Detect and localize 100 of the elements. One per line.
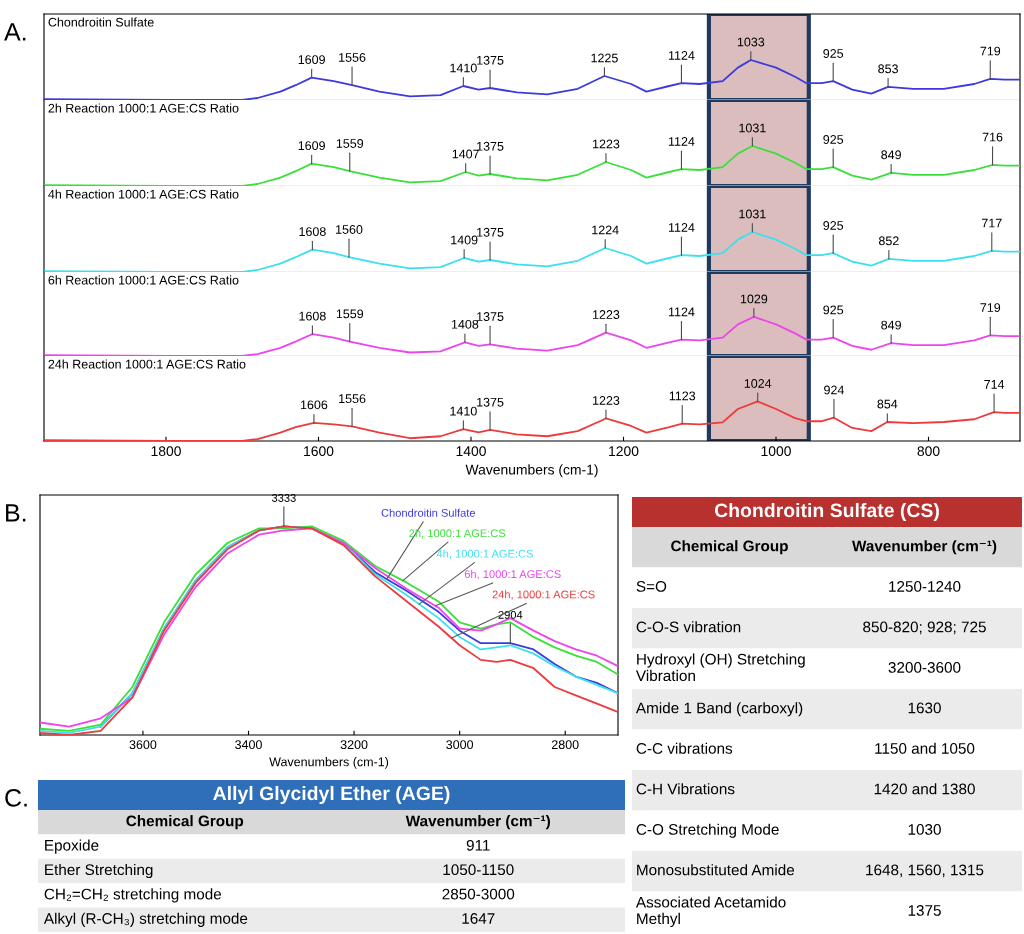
chart-title: 24h Reaction 1000:1 AGE:CS Ratio (48, 359, 246, 369)
annotation: 1375 (477, 55, 504, 65)
annotation: 852 (878, 236, 899, 246)
text: 1050-1150 (443, 864, 514, 876)
annotation: 1124 (668, 223, 695, 232)
text: Epoxide (45, 839, 99, 854)
text: Amide 1 Band (carboxyl) (635, 702, 803, 717)
annotation: 1375 (477, 227, 504, 237)
text: Allyl Glycidyl Ether (AGE) (213, 785, 450, 805)
annotation: 1608 (299, 311, 326, 321)
text: 1648, 1560, 1315 (866, 864, 984, 878)
text: C-O-S vibration (636, 621, 741, 633)
annotation: 1606 (300, 400, 328, 410)
annotation: 1225 (591, 53, 618, 63)
text: 1375 (908, 905, 941, 916)
annotation: 1375 (477, 312, 504, 321)
annotation: 1609 (298, 141, 325, 151)
x-tick-label: 1000 (761, 446, 791, 457)
annotation: 849 (881, 320, 901, 330)
annotation: 924 (824, 385, 845, 395)
text: Hydroxyl (OH) Stretching Vibration (635, 653, 805, 682)
annotation: 1409 (451, 235, 478, 245)
x-tick-label: 800 (917, 446, 940, 457)
annotation: 1559 (336, 309, 364, 319)
annotation: 719 (980, 46, 1001, 56)
annotation: 925 (823, 221, 844, 230)
annotation: 1407 (452, 149, 479, 159)
annotation: 1224 (592, 225, 619, 235)
annotation: 717 (982, 218, 1002, 228)
x-tick-label: 1400 (456, 446, 486, 457)
x-tick-label: 3200 (340, 740, 368, 750)
text: CH₂=CH₂ stretching mode (44, 888, 222, 903)
text: 911 (466, 839, 490, 851)
annotation: 3333 (271, 494, 296, 502)
annotation: 849 (881, 150, 901, 160)
annotation: 1410 (450, 406, 477, 416)
annotation: 1556 (339, 394, 366, 404)
chart-title: 6h Reaction 1000:1 AGE:CS Ratio (48, 275, 239, 285)
annotation: 714 (984, 380, 1005, 389)
text: 1420 and 1380 (874, 783, 975, 795)
text: 1150 and 1050 (875, 742, 975, 754)
annotation: 1124 (668, 307, 695, 317)
x-tick-label: 2800 (551, 740, 579, 750)
text: 1250-1240 (889, 581, 961, 592)
text: 2850-3000 (442, 888, 515, 900)
annotation: 1608 (299, 227, 326, 237)
text: 4h, 1000:1 AGE:CS (436, 549, 533, 559)
annotation: 1410 (450, 63, 477, 73)
text: C-H Vibrations (636, 783, 735, 795)
annotation: 854 (877, 399, 898, 409)
text: 1647 (462, 913, 495, 924)
annotation: 1556 (339, 53, 366, 62)
text: Wavenumber (cm⁻¹) (852, 540, 997, 555)
text: S=O (636, 581, 667, 592)
text: Alkyl (R-CH₃) stretching mode (43, 912, 248, 927)
text: Ether Stretching (45, 863, 153, 879)
chart-title: 2h Reaction 1000:1 AGE:CS Ratio (48, 103, 239, 113)
annotation: 719 (980, 303, 1001, 312)
text: Chemical Group (671, 540, 788, 555)
text: Chondroitin Sulfate (381, 508, 476, 517)
text: Chemical Group (126, 815, 244, 830)
annotation: 925 (823, 135, 844, 144)
text: Chondroitin Sulfate (CS) (714, 502, 939, 522)
text: B. (6, 504, 26, 522)
annotation: 1123 (669, 391, 696, 401)
text: Associated Acetamido Methyl (635, 896, 786, 928)
chart-title: 4h Reaction 1000:1 AGE:CS Ratio (48, 189, 239, 199)
text: 3200-3600 (888, 662, 961, 673)
annotation: 1375 (477, 141, 504, 151)
x-tick-label: 3400 (235, 740, 262, 750)
x-tick-label: 1800 (151, 446, 181, 457)
text: Wavenumber (cm⁻¹) (405, 815, 550, 830)
annotation: 1375 (477, 397, 504, 407)
x-tick-label: 1600 (304, 446, 334, 457)
annotation: 925 (823, 305, 844, 315)
annotation: 1223 (593, 310, 620, 319)
chart-title: Chondroitin Sulfate (48, 17, 154, 27)
annotation: 1031 (739, 123, 766, 133)
annotation: 1223 (593, 396, 620, 405)
annotation: 1031 (739, 209, 766, 219)
annotation: 1124 (668, 51, 695, 60)
text: 24h, 1000:1 AGE:CS (492, 590, 595, 600)
annotation: 1024 (744, 379, 772, 388)
x-tick-label: 1200 (609, 446, 639, 457)
text: C-O Stretching Mode (636, 823, 779, 838)
x-axis-title: Wavenumbers (cm-1) (465, 464, 598, 478)
annotation: 1223 (593, 139, 620, 149)
annotation: 1609 (298, 55, 325, 65)
annotation: 853 (878, 64, 898, 74)
text: 6h, 1000:1 AGE:CS (464, 569, 561, 580)
text: A. (4, 23, 26, 41)
text: C-C vibrations (636, 742, 733, 754)
annotation: 1033 (737, 37, 765, 47)
x-tick-label: 3600 (129, 740, 157, 750)
text: 850-820; 928; 725 (863, 621, 986, 635)
annotation: 925 (823, 49, 844, 58)
text: Monosubstituted Amide (637, 864, 795, 876)
annotation: 1408 (451, 319, 479, 329)
annotation: 2904 (498, 610, 523, 619)
text: 1630 (908, 702, 941, 714)
